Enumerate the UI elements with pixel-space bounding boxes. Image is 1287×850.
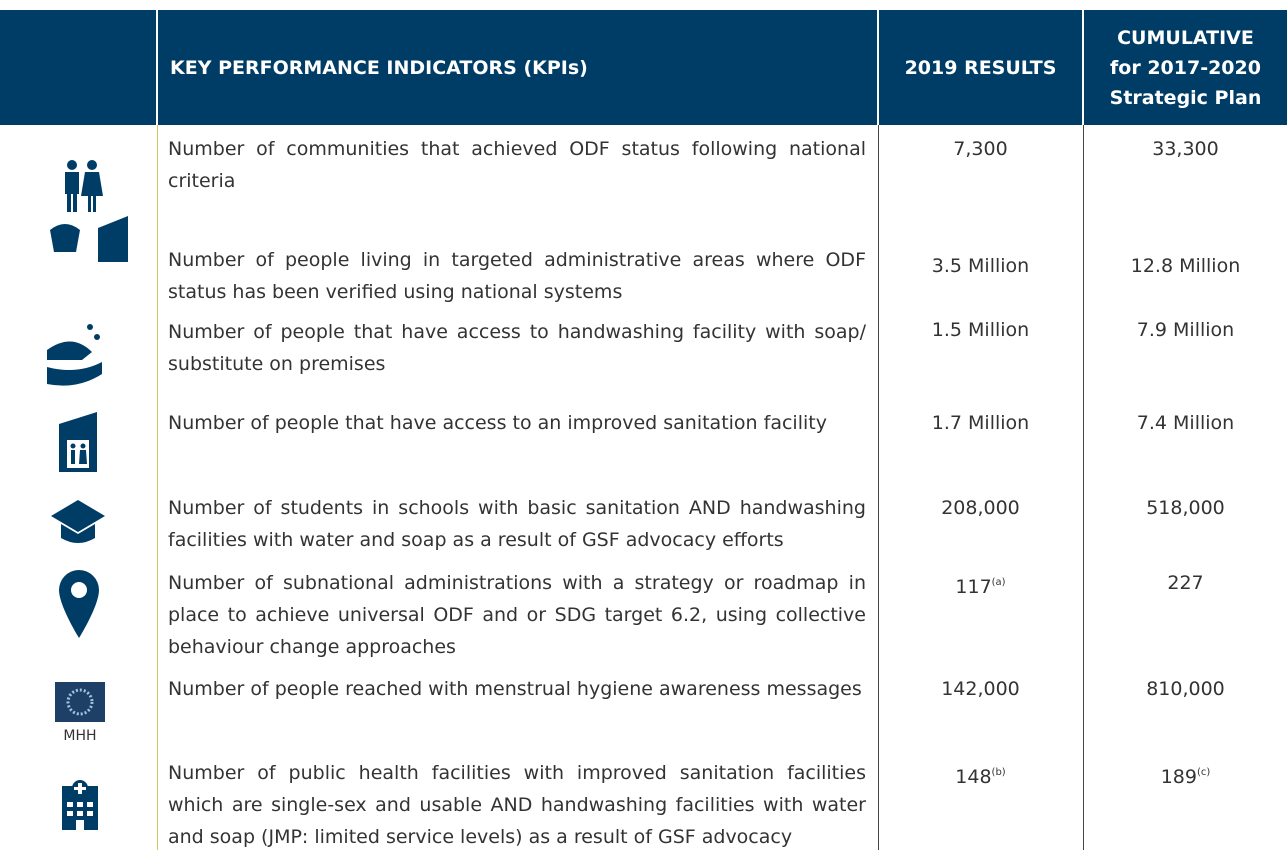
- icon-mhh: [55, 682, 105, 722]
- result-value: 3.5 Million: [879, 250, 1082, 282]
- result-value: 1.7 Million: [879, 407, 1082, 439]
- cumulative: 7.4 Million: [1136, 412, 1235, 434]
- footnote-ref: (a): [991, 577, 1006, 588]
- icon-school: [51, 500, 105, 543]
- cumulative-value: 518,000: [1084, 492, 1287, 524]
- cumulative-value: 810,000: [1084, 673, 1287, 705]
- kpi-text: Number of students in schools with basic…: [168, 497, 866, 551]
- cumulative: 810,000: [1146, 678, 1225, 700]
- cumulative: 7.9 Million: [1136, 319, 1235, 341]
- header-results: 2019 RESULTS: [879, 10, 1082, 125]
- icon-community: [50, 160, 128, 262]
- cumulative: 12.8 Million: [1130, 255, 1241, 277]
- kpi-text: Number of subnational administrations wi…: [168, 572, 866, 658]
- header-kpi: KEY PERFORMANCE INDICATORS (KPIs): [158, 10, 877, 125]
- cumulative: 189: [1160, 766, 1197, 788]
- result: 3.5 Million: [931, 255, 1030, 277]
- result-value: 208,000: [879, 492, 1082, 524]
- kpi-text: Number of people that have access to han…: [168, 321, 866, 375]
- icon-label: MHH: [63, 728, 97, 744]
- cumulative-value: 7.4 Million: [1084, 407, 1287, 439]
- cumulative-value: 189(c): [1084, 757, 1287, 793]
- kpi-text: Number of communities that achieved ODF …: [168, 138, 866, 192]
- footnote-ref: (c): [1196, 767, 1211, 778]
- result: 1.7 Million: [931, 412, 1030, 434]
- icon-latrine: [59, 412, 97, 472]
- header-line: for 2017-2020: [1110, 56, 1261, 79]
- result: 208,000: [941, 497, 1020, 519]
- cumulative-value: 12.8 Million: [1084, 250, 1287, 282]
- result: 148: [955, 766, 992, 788]
- header-line: CUMULATIVE: [1117, 26, 1254, 49]
- cumulative-value: 227: [1084, 567, 1287, 599]
- cumulative-value: 7.9 Million: [1084, 314, 1287, 346]
- icon-handwashing: [47, 324, 102, 386]
- column-line: [157, 125, 158, 850]
- result-value: 142,000: [879, 673, 1082, 705]
- kpi-text: Number of public health facilities with …: [168, 762, 866, 848]
- result: 142,000: [941, 678, 1020, 700]
- icon-hospital: [62, 780, 98, 830]
- cumulative: 227: [1167, 572, 1204, 594]
- result-value: 1.5 Million: [879, 314, 1082, 346]
- header-cell: [0, 10, 156, 125]
- header-cumulative: CUMULATIVE for 2017-2020 Strategic Plan: [1084, 10, 1287, 125]
- result-value: 148(b): [879, 757, 1082, 793]
- footnote-ref: (b): [991, 767, 1006, 778]
- column-line: [878, 125, 879, 850]
- icon-location: [59, 570, 99, 638]
- result: 1.5 Million: [931, 319, 1030, 341]
- kpi-text: Number of people reached with menstrual …: [168, 678, 862, 700]
- kpi-text: Number of people living in targeted admi…: [168, 249, 866, 303]
- column-line: [1083, 125, 1084, 850]
- result: 117: [955, 576, 992, 598]
- result-value: 117(a): [879, 567, 1082, 603]
- kpi-text: Number of people that have access to an …: [168, 412, 827, 434]
- cumulative-value: 33,300: [1084, 133, 1287, 165]
- result: 7,300: [953, 138, 1008, 160]
- result-value: 7,300: [879, 133, 1082, 165]
- cumulative: 33,300: [1152, 138, 1219, 160]
- header-line: Strategic Plan: [1109, 86, 1262, 109]
- cumulative: 518,000: [1146, 497, 1225, 519]
